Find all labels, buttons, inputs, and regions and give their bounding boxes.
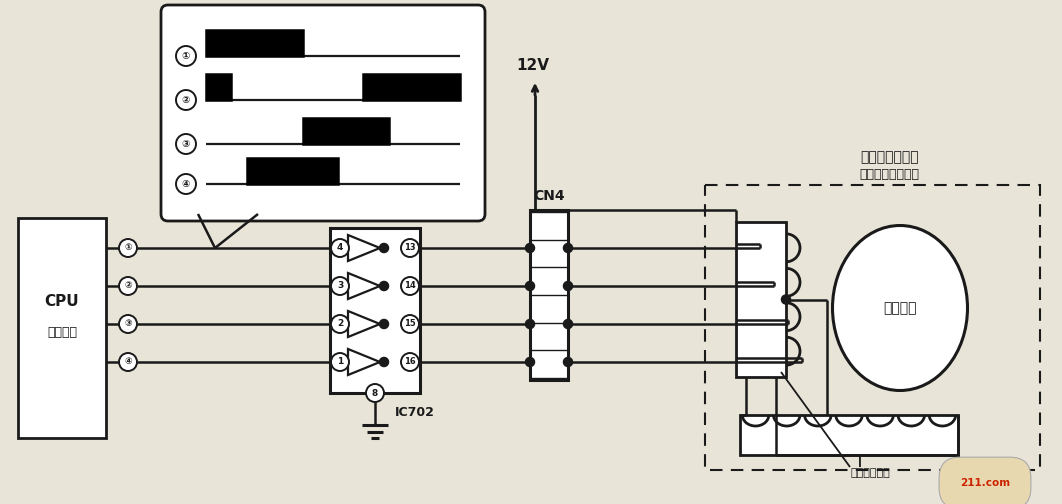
- Text: 电机定子绕组: 电机定子绕组: [850, 468, 890, 478]
- Circle shape: [331, 315, 349, 333]
- Text: ①: ①: [124, 243, 132, 253]
- Circle shape: [119, 239, 137, 257]
- Text: 15: 15: [405, 320, 416, 329]
- Text: ③: ③: [124, 320, 132, 329]
- Circle shape: [782, 295, 790, 303]
- Text: 12V: 12V: [516, 58, 549, 74]
- Circle shape: [176, 174, 196, 194]
- Bar: [736, 222, 786, 377]
- Text: ①: ①: [182, 51, 190, 61]
- Bar: [530, 210, 568, 380]
- Circle shape: [564, 282, 572, 290]
- Text: 16: 16: [405, 357, 416, 366]
- Bar: [206, 30, 303, 56]
- Text: 211.com: 211.com: [960, 478, 1010, 488]
- Text: IC702: IC702: [395, 407, 434, 419]
- Circle shape: [401, 277, 419, 295]
- FancyBboxPatch shape: [161, 5, 485, 221]
- Circle shape: [366, 384, 384, 402]
- Text: 2: 2: [337, 320, 343, 329]
- Text: 3: 3: [337, 282, 343, 290]
- Circle shape: [331, 239, 349, 257]
- Circle shape: [176, 90, 196, 110]
- Circle shape: [526, 282, 534, 290]
- Circle shape: [119, 353, 137, 371]
- Circle shape: [331, 353, 349, 371]
- Circle shape: [564, 320, 572, 328]
- Text: ③: ③: [182, 139, 190, 149]
- Bar: [246, 158, 338, 184]
- Circle shape: [176, 46, 196, 66]
- Circle shape: [401, 239, 419, 257]
- Text: 14: 14: [405, 282, 416, 290]
- Circle shape: [401, 315, 419, 333]
- Circle shape: [526, 244, 534, 252]
- Circle shape: [401, 353, 419, 371]
- Bar: [705, 185, 1040, 470]
- Circle shape: [380, 244, 388, 252]
- Circle shape: [380, 358, 388, 366]
- Text: 4: 4: [337, 243, 343, 253]
- Bar: [363, 74, 460, 100]
- Circle shape: [564, 244, 572, 252]
- Bar: [740, 415, 958, 455]
- Text: 13: 13: [405, 243, 416, 253]
- Circle shape: [380, 282, 388, 290]
- Text: （自动摆动电机）: （自动摆动电机）: [859, 168, 920, 181]
- Text: ②: ②: [124, 282, 132, 290]
- Text: CN4: CN4: [533, 189, 565, 203]
- Bar: [206, 74, 232, 100]
- Circle shape: [176, 134, 196, 154]
- Circle shape: [526, 358, 534, 366]
- Bar: [18, 218, 106, 438]
- Text: 微处理器: 微处理器: [47, 326, 78, 339]
- Text: CPU: CPU: [45, 294, 80, 309]
- Text: ④: ④: [124, 357, 132, 366]
- Circle shape: [119, 315, 137, 333]
- Text: 电机转子: 电机转子: [884, 301, 917, 315]
- Circle shape: [331, 277, 349, 295]
- Text: ②: ②: [182, 95, 190, 105]
- Text: 1: 1: [337, 357, 343, 366]
- Circle shape: [564, 358, 572, 366]
- Circle shape: [380, 320, 388, 328]
- Text: 8: 8: [372, 389, 378, 398]
- Circle shape: [119, 277, 137, 295]
- Circle shape: [526, 320, 534, 328]
- Ellipse shape: [833, 225, 967, 391]
- Bar: [330, 228, 419, 393]
- Text: 导风板驱动电机: 导风板驱动电机: [860, 150, 919, 164]
- Bar: [303, 118, 389, 144]
- Text: ④: ④: [182, 179, 190, 189]
